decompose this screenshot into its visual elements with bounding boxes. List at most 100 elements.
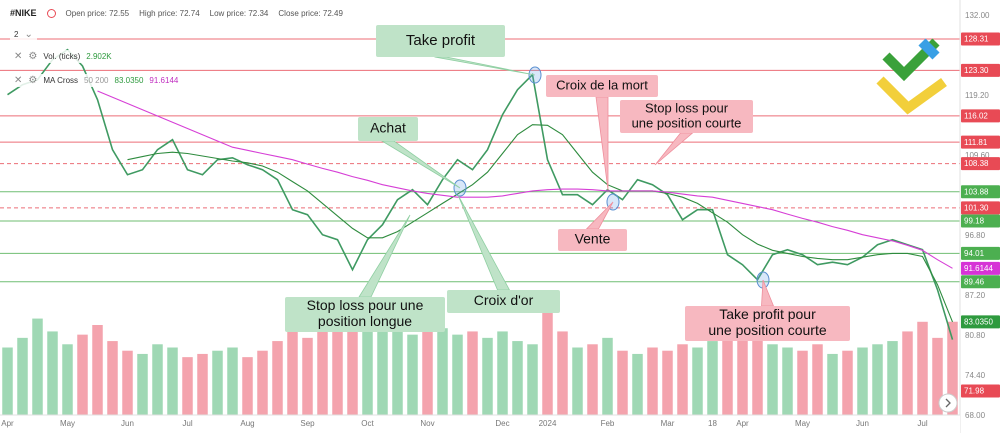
y-tick-label: 74.40 <box>965 371 986 380</box>
field-value: 72.55 <box>109 8 130 18</box>
x-tick-label: Oct <box>361 419 374 428</box>
price-tag <box>961 185 1000 199</box>
volume-bar <box>932 337 943 415</box>
volume-bar <box>677 344 688 415</box>
x-tick-label: Jul <box>182 419 192 428</box>
x-tick-label: May <box>60 419 75 428</box>
y-tick-label: 68.00 <box>965 411 986 420</box>
price-tag-label: 116.02 <box>964 111 988 120</box>
indicator-name: Vol. (ticks) <box>43 52 81 61</box>
settings-icon[interactable]: ⚙ <box>28 75 38 86</box>
annotation-box <box>685 306 850 341</box>
volume-bar <box>647 347 658 415</box>
volume-bar <box>242 357 253 415</box>
close-icon[interactable]: ✕ <box>14 51 23 62</box>
field-label: Close price: <box>278 8 321 18</box>
annotation-text: position longue <box>318 313 412 329</box>
close-icon[interactable]: ✕ <box>14 75 23 86</box>
annotation-text: Stop loss pour une <box>307 297 424 313</box>
volume-bar <box>347 299 358 415</box>
volume-bar <box>482 337 493 415</box>
price-tag <box>961 157 1000 171</box>
price-tag-label: 108.38 <box>964 159 989 168</box>
price-tag <box>961 246 1000 260</box>
volume-bar <box>272 341 283 415</box>
volume-bar <box>137 353 148 415</box>
settings-icon[interactable]: ⚙ <box>28 51 38 62</box>
volume-bar <box>122 350 133 415</box>
field-value: 72.49 <box>322 8 343 18</box>
x-tick-label: Mar <box>661 419 675 428</box>
y-tick-label: 109.60 <box>965 151 990 160</box>
volume-bar <box>902 331 913 415</box>
volume-bar <box>422 321 433 415</box>
annotation-text: Vente <box>575 231 611 247</box>
volume-bar <box>572 347 583 415</box>
volume-bar <box>512 341 523 415</box>
field-value: 72.74 <box>179 8 200 18</box>
annotation-box <box>447 290 560 313</box>
price-tag-label: 83.0350 <box>964 318 993 327</box>
volume-bar <box>2 347 13 415</box>
price-tag <box>961 261 1000 275</box>
ohlc-field: Open price: 72.55 <box>66 9 130 18</box>
annotation-pointer <box>434 56 536 76</box>
price-tag <box>961 109 1000 123</box>
annotation-text: Take profit pour <box>719 306 816 322</box>
price-tag-label: 101.30 <box>964 203 989 212</box>
volume-bar <box>332 328 343 415</box>
annotation-box <box>546 75 658 97</box>
volume-bar <box>662 350 673 415</box>
annotation-pointer <box>380 140 461 189</box>
clock-icon[interactable] <box>46 8 56 18</box>
series-line <box>127 124 954 323</box>
volume-bar <box>722 325 733 415</box>
price-tag <box>961 135 1000 149</box>
annotation-box <box>376 25 505 57</box>
indicator-value: 83.0350 <box>114 76 144 85</box>
volume-bar <box>182 357 193 415</box>
x-tick-label: 2024 <box>539 419 557 428</box>
volume-bar <box>167 347 178 415</box>
volume-bar <box>497 331 508 415</box>
volume-bar <box>452 334 463 415</box>
x-tick-label: Apr <box>736 419 749 428</box>
x-tick-label: Feb <box>601 419 615 428</box>
price-tag-label: 94.01 <box>964 249 985 258</box>
x-tick-label: Jun <box>121 419 134 428</box>
volume-bar <box>767 344 778 415</box>
volume-bar <box>527 344 538 415</box>
scroll-arrow <box>945 398 951 408</box>
y-tick-label: 87.20 <box>965 291 986 300</box>
x-tick-label: 18 <box>708 419 717 428</box>
price-tag-label: 91.6144 <box>964 264 993 273</box>
volume-bar <box>212 350 223 415</box>
x-tick-label: Apr <box>1 419 14 428</box>
price-tag-label: 89.46 <box>964 277 985 286</box>
x-tick-label: Dec <box>495 419 509 428</box>
field-label: Open price: <box>65 8 107 18</box>
annotation-box <box>285 297 445 332</box>
price-tag <box>961 214 1000 228</box>
price-tag <box>961 63 1000 77</box>
volume-bar <box>32 318 43 415</box>
y-tick-label: 80.80 <box>965 331 986 340</box>
volume-bar <box>17 337 28 415</box>
pane-selector[interactable]: 2 ⌄ <box>10 28 37 41</box>
price-tag <box>961 315 1000 329</box>
price-tag <box>961 32 1000 46</box>
volume-bar <box>797 350 808 415</box>
volume-bar <box>407 334 418 415</box>
scroll-button[interactable] <box>938 393 958 413</box>
series-line <box>7 48 954 340</box>
annotation-text: Croix d'or <box>474 292 534 308</box>
volume-bar <box>62 344 73 415</box>
price-tag-label: 123.30 <box>964 66 989 75</box>
field-label: Low price: <box>209 8 247 18</box>
x-tick-label: May <box>795 419 810 428</box>
volume-bar <box>362 315 373 415</box>
indicator-name: MA Cross <box>43 76 79 85</box>
annotation-pointer <box>585 201 614 230</box>
